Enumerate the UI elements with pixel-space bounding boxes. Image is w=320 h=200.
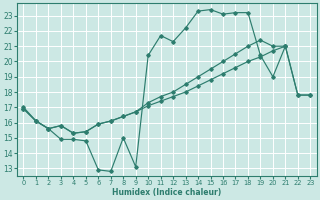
X-axis label: Humidex (Indice chaleur): Humidex (Indice chaleur) [112,188,221,197]
